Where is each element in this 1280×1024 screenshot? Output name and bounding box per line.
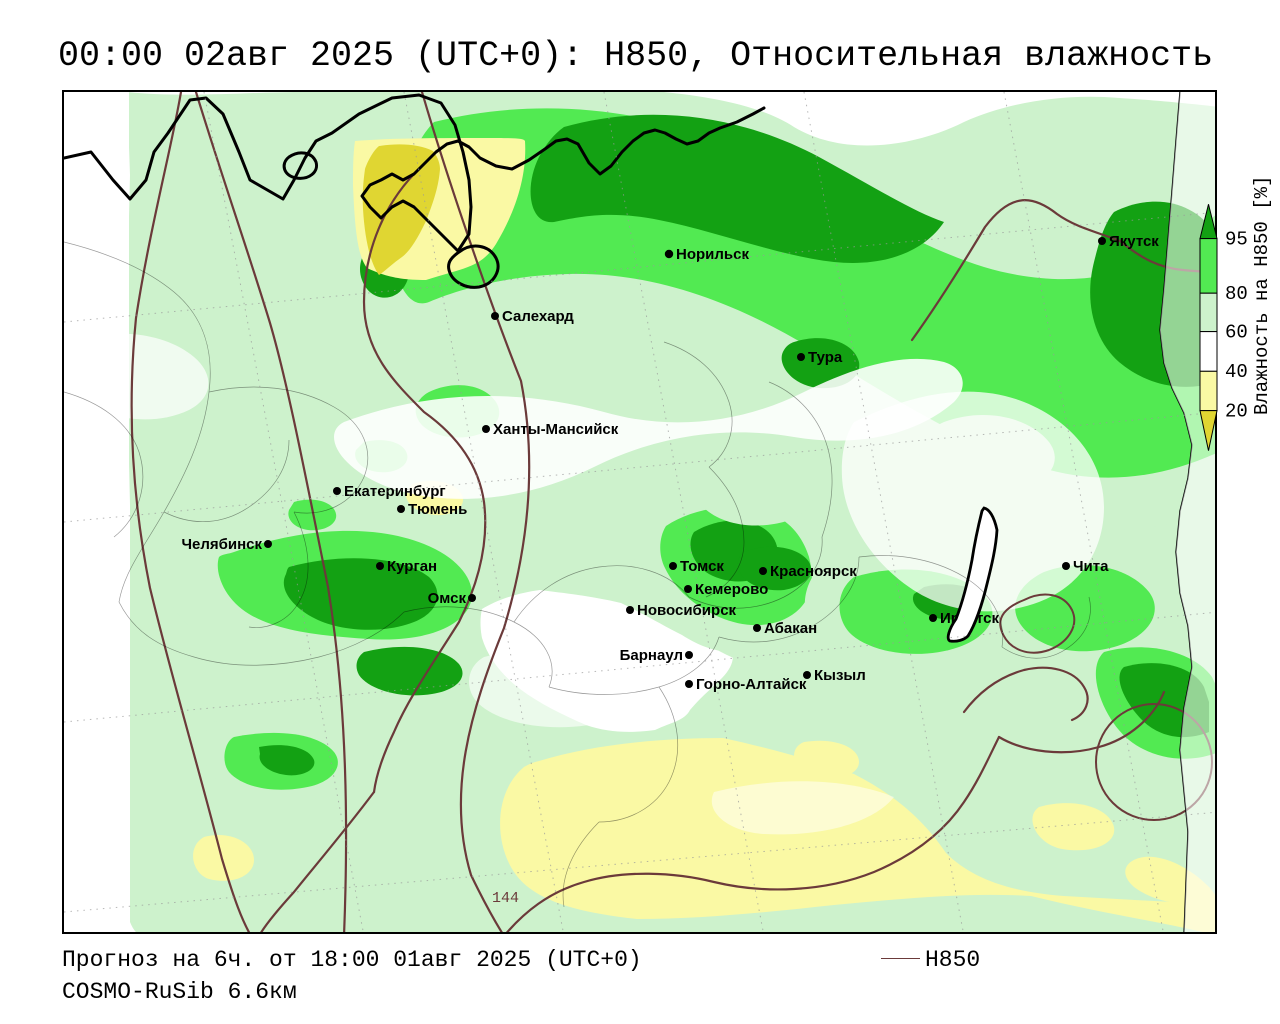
svg-text:Якутск: Якутск: [1109, 233, 1159, 250]
svg-text:Чита: Чита: [1073, 558, 1109, 575]
svg-text:20: 20: [1225, 401, 1248, 423]
svg-text:Красноярск: Красноярск: [770, 563, 857, 580]
svg-text:Челябинск: Челябинск: [181, 536, 262, 553]
svg-text:Кемерово: Кемерово: [695, 581, 768, 598]
svg-text:Норильск: Норильск: [676, 246, 749, 263]
svg-text:Курган: Курган: [387, 558, 437, 575]
svg-text:Тура: Тура: [808, 349, 843, 366]
svg-text:95: 95: [1225, 229, 1248, 251]
svg-text:Кызыл: Кызыл: [814, 667, 866, 684]
svg-text:Новосибирск: Новосибирск: [637, 602, 737, 619]
svg-text:Ханты-Мансийск: Ханты-Мансийск: [493, 421, 619, 438]
svg-text:Томск: Томск: [680, 558, 724, 575]
svg-text:Абакан: Абакан: [764, 620, 817, 637]
svg-text:Барнаул: Барнаул: [620, 647, 683, 664]
svg-text:Влажность на H850 [%]: Влажность на H850 [%]: [1251, 176, 1273, 415]
svg-text:Омск: Омск: [428, 590, 467, 607]
svg-text:40: 40: [1225, 361, 1248, 383]
svg-text:144: 144: [492, 890, 519, 907]
svg-text:Тюмень: Тюмень: [408, 501, 467, 518]
svg-text:Салехард: Салехард: [502, 308, 574, 325]
svg-text:Горно-Алтайск: Горно-Алтайск: [696, 676, 807, 693]
svg-text:80: 80: [1225, 283, 1248, 305]
svg-text:60: 60: [1225, 322, 1248, 344]
